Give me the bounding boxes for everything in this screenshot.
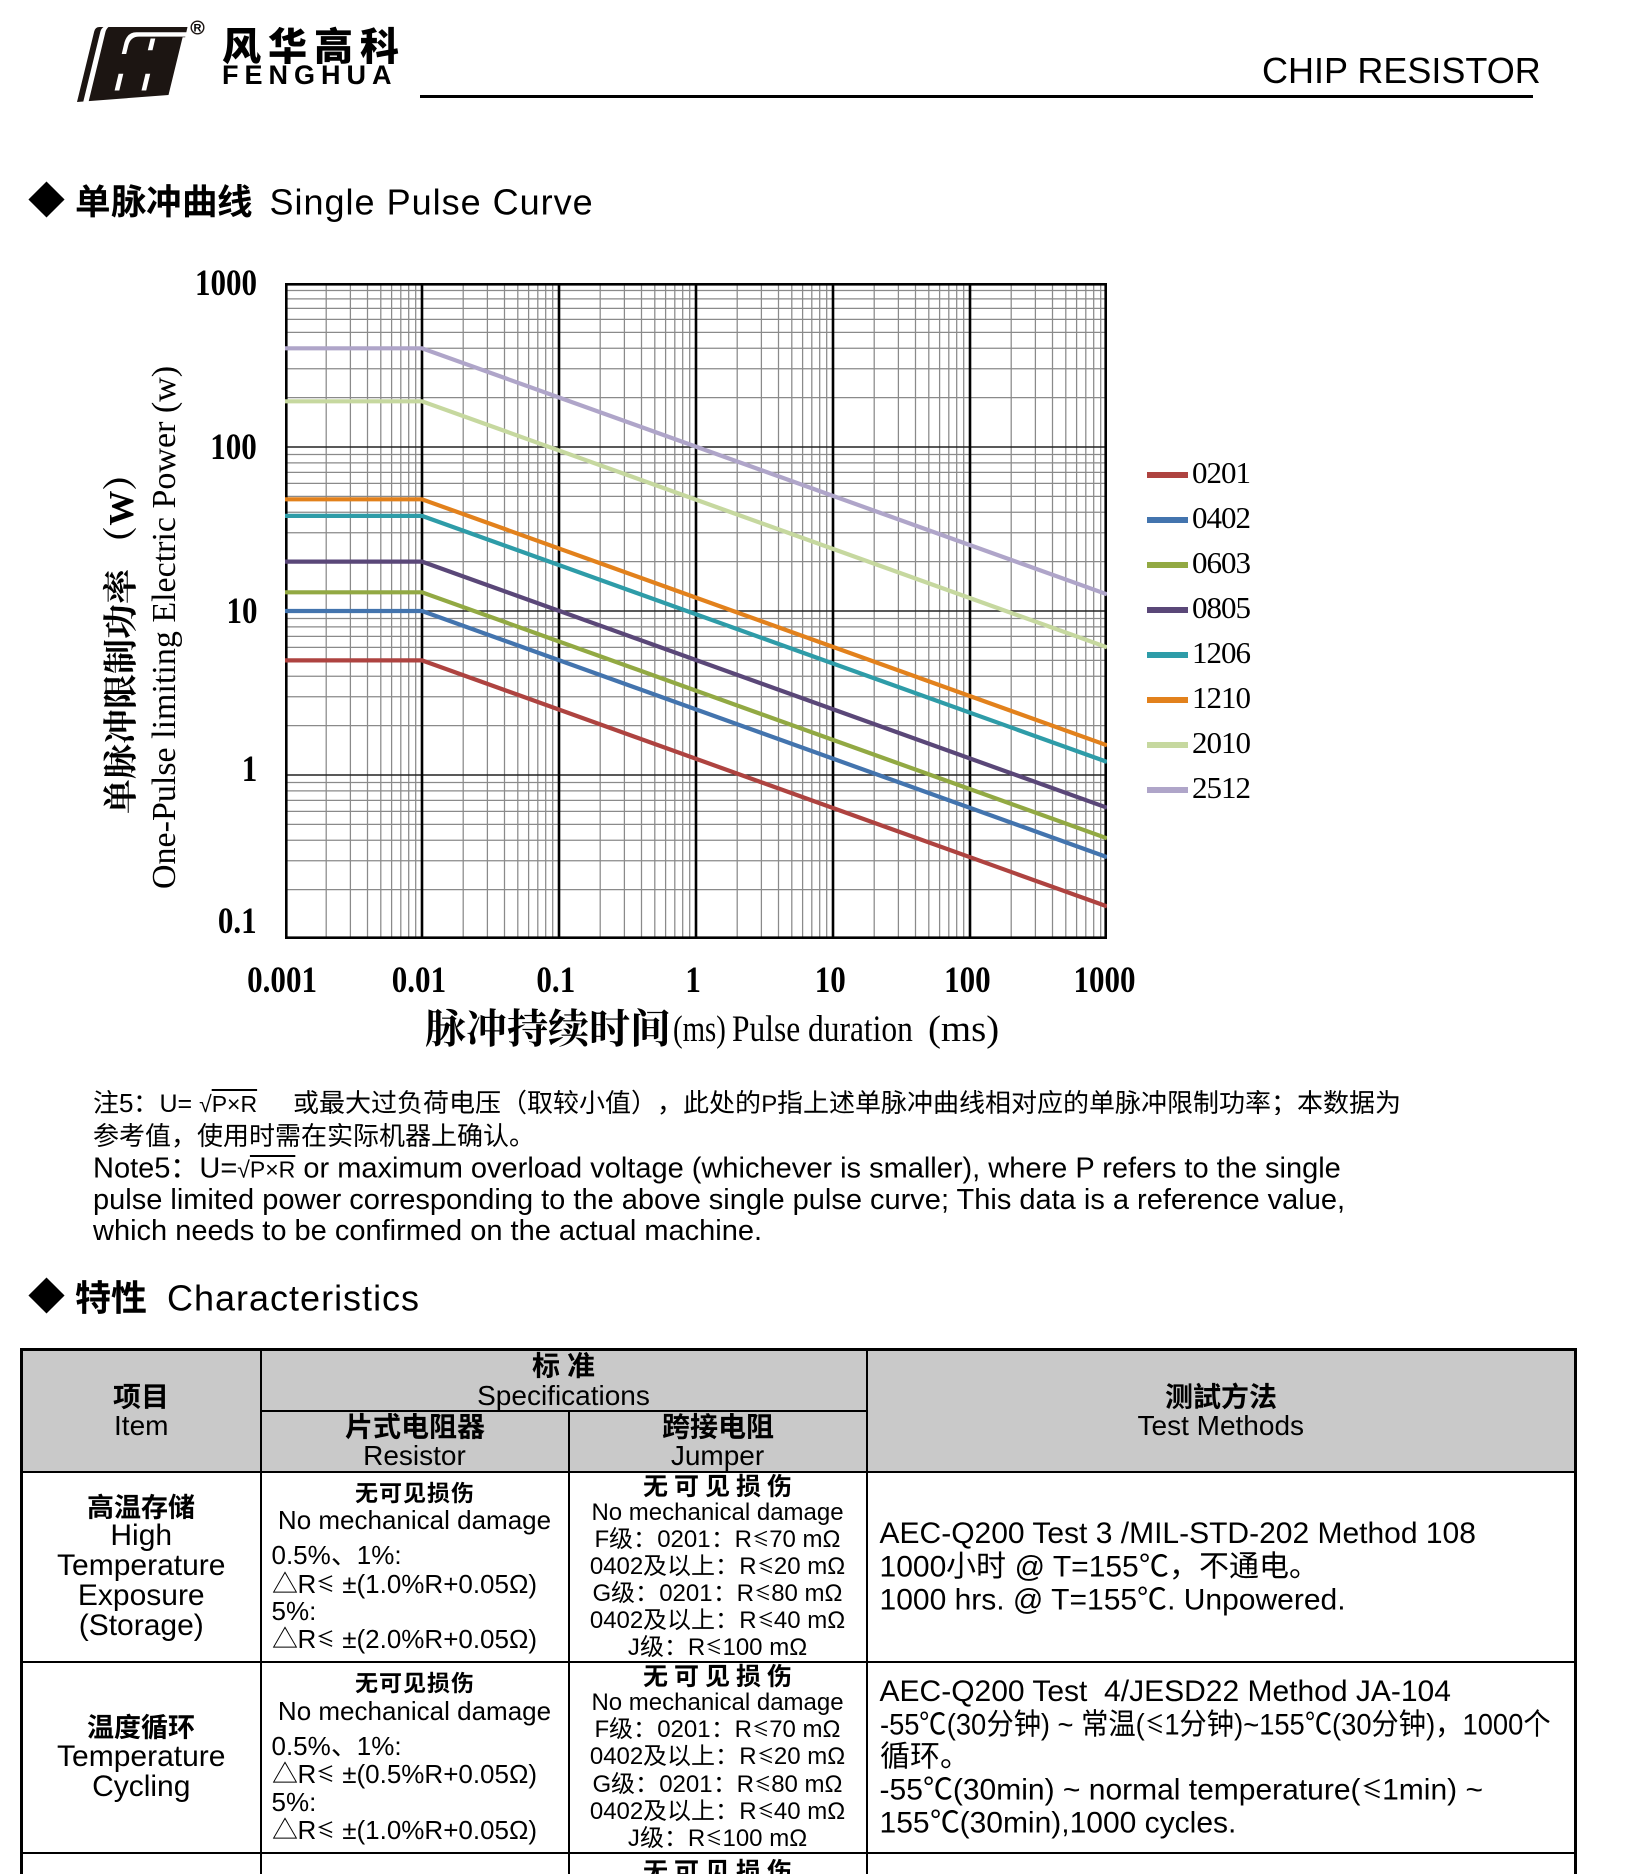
svg-text:R: R [194, 22, 202, 34]
